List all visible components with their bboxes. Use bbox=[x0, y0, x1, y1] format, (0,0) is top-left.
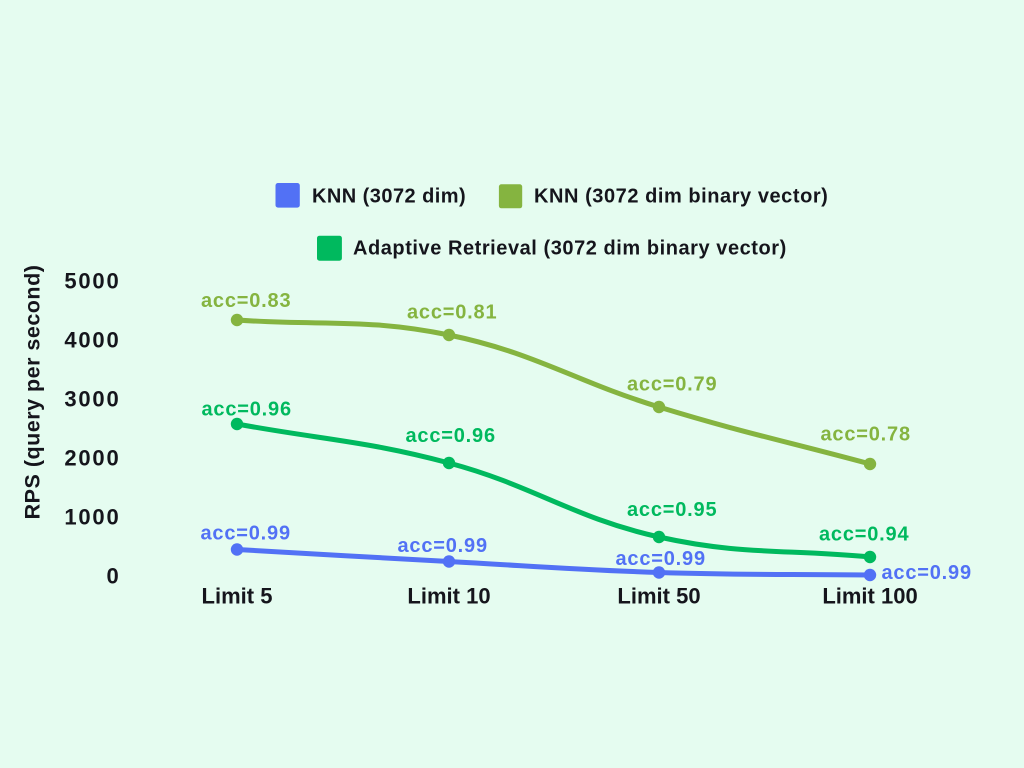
svg-text:4000: 4000 bbox=[64, 328, 120, 353]
svg-text:acc=0.99: acc=0.99 bbox=[616, 548, 706, 570]
svg-text:Adaptive Retrieval (3072 dim b: Adaptive Retrieval (3072 dim binary vect… bbox=[353, 237, 787, 259]
svg-text:acc=0.96: acc=0.96 bbox=[406, 425, 496, 447]
svg-text:acc=0.78: acc=0.78 bbox=[821, 423, 911, 445]
svg-text:0: 0 bbox=[106, 564, 120, 589]
svg-text:acc=0.99: acc=0.99 bbox=[882, 562, 972, 584]
svg-text:RPS (query per second): RPS (query per second) bbox=[21, 265, 45, 520]
svg-text:1000: 1000 bbox=[64, 505, 120, 530]
svg-text:5000: 5000 bbox=[64, 269, 120, 294]
svg-text:3000: 3000 bbox=[64, 387, 120, 412]
svg-text:acc=0.94: acc=0.94 bbox=[819, 523, 909, 545]
svg-text:acc=0.83: acc=0.83 bbox=[201, 290, 291, 312]
svg-text:Limit 100: Limit 100 bbox=[822, 584, 917, 609]
svg-text:KNN (3072 dim binary vector): KNN (3072 dim binary vector) bbox=[534, 186, 828, 208]
svg-text:KNN (3072 dim): KNN (3072 dim) bbox=[312, 186, 466, 208]
svg-text:acc=0.95: acc=0.95 bbox=[627, 499, 717, 521]
svg-text:acc=0.81: acc=0.81 bbox=[407, 301, 497, 323]
svg-text:Limit 10: Limit 10 bbox=[407, 584, 490, 609]
svg-text:acc=0.99: acc=0.99 bbox=[201, 522, 291, 544]
svg-text:acc=0.79: acc=0.79 bbox=[627, 373, 717, 395]
svg-text:acc=0.99: acc=0.99 bbox=[398, 535, 488, 557]
svg-text:2000: 2000 bbox=[64, 446, 120, 471]
svg-text:Limit 5: Limit 5 bbox=[202, 584, 273, 609]
svg-text:acc=0.96: acc=0.96 bbox=[202, 399, 292, 421]
svg-text:Limit 50: Limit 50 bbox=[617, 584, 700, 609]
